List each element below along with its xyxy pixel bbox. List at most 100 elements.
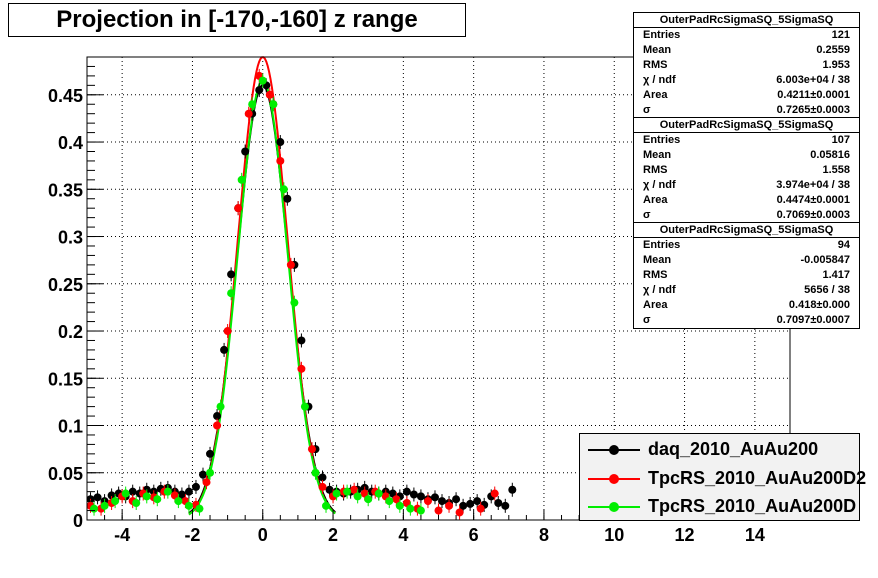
stats-title: OuterPadRcSigmaSQ_5SigmaSQ	[634, 118, 859, 133]
y-tick-label: 0.15	[48, 369, 83, 389]
data-point-series-0	[198, 470, 207, 479]
data-point-series-0	[325, 485, 334, 494]
data-point-series-0	[318, 473, 327, 482]
data-point-series-2	[174, 497, 183, 506]
x-tick-label: 8	[539, 525, 549, 545]
data-point-series-2	[395, 501, 404, 510]
y-tick-label: 0.05	[48, 464, 83, 484]
legend-entry-d2: TpcRS_2010_AuAu200D2	[580, 465, 866, 493]
stats-box-d2: OuterPadRcSigmaSQ_5SigmaSQ Entries 107 Me…	[633, 117, 860, 224]
data-point-series-2	[100, 501, 109, 510]
y-tick-label: 0.3	[58, 228, 83, 248]
data-point-series-0	[452, 495, 461, 504]
stats-row: χ / ndf 5656 / 38	[643, 284, 850, 296]
data-point-series-0	[402, 487, 411, 496]
legend-label: daq_2010_AuAu200	[648, 439, 819, 459]
y-tick-label: 0.1	[58, 417, 83, 437]
stats-row: Mean 0.05816	[643, 149, 850, 161]
data-point-series-1	[244, 109, 253, 118]
legend-marker-icon	[588, 442, 640, 458]
data-point-series-1	[490, 489, 499, 498]
stats-row: Mean -0.005847	[643, 254, 850, 266]
data-point-series-2	[374, 489, 383, 498]
stats-row: Area 0.4474±0.0001	[643, 194, 850, 206]
data-point-series-1	[350, 485, 359, 494]
data-point-series-0	[241, 147, 250, 156]
legend-entry-daq: daq_2010_AuAu200	[580, 436, 859, 464]
data-point-series-1	[476, 504, 485, 513]
x-tick-label: 4	[398, 525, 408, 545]
title-box: Projection in [-170,-160] z range	[8, 3, 466, 37]
data-point-series-2	[416, 506, 425, 515]
y-tick-label: 0	[73, 511, 83, 531]
x-tick-label: -2	[184, 525, 200, 545]
legend-entry-d: TpcRS_2010_AuAu200D	[580, 493, 859, 521]
data-point-series-0	[438, 497, 447, 506]
legend-marker-icon	[588, 471, 640, 487]
legend-label: TpcRS_2010_AuAu200D2	[648, 468, 867, 488]
data-point-series-0	[227, 270, 236, 279]
stats-row: RMS 1.417	[643, 269, 850, 281]
data-point-series-1	[213, 421, 222, 430]
data-point-series-2	[332, 489, 341, 498]
data-point-series-1	[202, 478, 211, 487]
data-point-series-1	[455, 508, 464, 517]
data-point-series-2	[111, 497, 120, 506]
data-point-series-1	[234, 204, 243, 213]
data-point-series-2	[385, 497, 394, 506]
data-point-series-2	[153, 495, 162, 504]
data-point-series-0	[459, 501, 468, 510]
data-point-series-0	[508, 485, 517, 494]
data-point-series-1	[265, 90, 274, 99]
legend-marker-icon	[588, 499, 640, 515]
data-point-series-0	[255, 86, 264, 95]
data-point-series-1	[276, 156, 285, 165]
x-tick-label: 10	[604, 525, 624, 545]
data-point-series-0	[494, 498, 503, 507]
data-point-series-0	[409, 490, 418, 499]
data-point-series-2	[184, 501, 193, 510]
data-point-series-0	[430, 493, 439, 502]
legend-label: TpcRS_2010_AuAu200D	[648, 496, 857, 516]
data-point-series-0	[501, 501, 510, 510]
data-point-series-2	[353, 492, 362, 501]
data-point-series-0	[191, 482, 200, 491]
y-tick-label: 0.2	[58, 322, 83, 342]
data-point-series-2	[258, 76, 267, 85]
data-point-series-2	[206, 468, 215, 477]
data-point-series-1	[297, 364, 306, 373]
stats-title: OuterPadRcSigmaSQ_5SigmaSQ	[634, 13, 859, 28]
x-tick-label: 14	[745, 525, 765, 545]
stats-box-daq: OuterPadRcSigmaSQ_5SigmaSQ Entries 121 Me…	[633, 12, 860, 119]
x-tick-label: 2	[328, 525, 338, 545]
x-tick-label: -4	[114, 525, 130, 545]
data-point-series-2	[132, 498, 141, 507]
data-point-series-1	[445, 501, 454, 510]
data-point-series-0	[466, 499, 475, 508]
data-point-series-2	[163, 487, 172, 496]
data-point-series-1	[423, 497, 432, 506]
axis-ticks	[86, 56, 791, 521]
data-point-series-1	[392, 495, 401, 504]
stats-row: Area 0.4211±0.0001	[643, 89, 850, 101]
data-point-series-2	[195, 504, 204, 513]
data-points	[86, 68, 517, 520]
data-point-series-0	[128, 487, 137, 496]
data-point-series-2	[279, 185, 288, 194]
data-point-series-1	[307, 445, 316, 454]
data-point-series-0	[416, 492, 425, 501]
data-point-series-2	[364, 495, 373, 504]
data-point-series-0	[283, 194, 292, 203]
data-point-series-2	[290, 298, 299, 307]
x-tick-label: 6	[469, 525, 479, 545]
legend: daq_2010_AuAu200 TpcRS_2010_AuAu200D2 Tp…	[579, 433, 866, 521]
data-point-series-2	[269, 100, 278, 109]
data-point-series-1	[223, 327, 232, 336]
tick-labels: -4 -2 0 2 4 6 8 10 12 14 0 0.05 0.1 0.15 0.2 0.25 0.3 0.3…	[48, 86, 765, 545]
data-point-series-0	[473, 497, 482, 506]
stats-row: σ 0.7265±0.0003	[643, 104, 850, 116]
data-point-series-0	[297, 336, 306, 345]
data-point-series-2	[90, 504, 99, 513]
y-tick-label: 0.35	[48, 180, 83, 200]
data-point-series-1	[286, 260, 295, 269]
